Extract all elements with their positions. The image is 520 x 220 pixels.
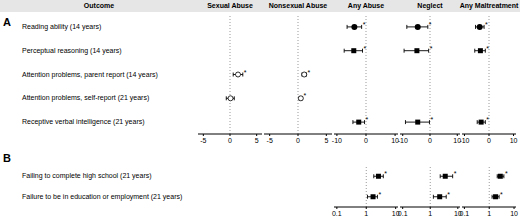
- html-text:Neglect: Neglect: [417, 2, 443, 9]
- svg-text:10: 10: [453, 210, 462, 217]
- svg-text:*: *: [244, 69, 247, 76]
- svg-text:0: 0: [228, 137, 232, 144]
- svg-text:0: 0: [364, 137, 368, 144]
- svg-text:*: *: [500, 191, 503, 198]
- svg-text:*: *: [430, 116, 433, 123]
- svg-text:-10: -10: [459, 137, 469, 144]
- html-text:Nonsexual Abuse: Nonsexual Abuse: [268, 2, 328, 9]
- svg-text:5: 5: [324, 137, 328, 144]
- html-text:A: A: [3, 16, 11, 28]
- svg-text:10: 10: [510, 210, 512, 217]
- svg-text:*: *: [429, 21, 432, 28]
- html-text:Failing to complete high schoo: Failing to complete high school (21 year…: [22, 172, 152, 180]
- svg-text:10: 10: [510, 137, 512, 144]
- svg-text:-10: -10: [332, 137, 342, 144]
- svg-text:*: *: [454, 170, 457, 177]
- svg-text:*: *: [364, 45, 367, 52]
- html-text:Failure to be in education or: Failure to be in education or employment…: [22, 192, 183, 200]
- svg-text:-5: -5: [267, 137, 273, 144]
- svg-text:*: *: [486, 116, 489, 123]
- html-text:Attention problems, parent rep: Attention problems, parent report (14 ye…: [22, 70, 158, 78]
- svg-text:0.1: 0.1: [332, 210, 342, 217]
- html-text:Any Maltreatment: Any Maltreatment: [459, 2, 519, 9]
- svg-text:0: 0: [428, 137, 432, 144]
- svg-text:10: 10: [453, 137, 462, 144]
- svg-text:0: 0: [296, 137, 300, 144]
- svg-text:10: 10: [391, 137, 399, 144]
- html-text:Any Abuse: Any Abuse: [347, 2, 385, 9]
- html-text:Attention problems, self-repor: Attention problems, self-report (21 year…: [22, 94, 150, 102]
- html-text:Sexual Abuse: Sexual Abuse: [207, 2, 253, 9]
- svg-text:0.1: 0.1: [460, 210, 470, 217]
- svg-text:*: *: [363, 21, 366, 28]
- svg-text:5: 5: [255, 137, 259, 144]
- svg-text:*: *: [430, 45, 433, 52]
- svg-text:*: *: [366, 116, 369, 123]
- svg-text:*: *: [384, 170, 387, 177]
- svg-text:1: 1: [487, 210, 491, 217]
- svg-text:*: *: [447, 191, 450, 198]
- svg-text:*: *: [485, 21, 488, 28]
- svg-text:*: *: [486, 45, 489, 52]
- svg-text:*: *: [378, 191, 381, 198]
- html-text:Outcome: Outcome: [83, 2, 115, 9]
- svg-text:-5: -5: [200, 137, 206, 144]
- svg-text:*: *: [505, 170, 508, 177]
- html-text:Reading ability (14 years): Reading ability (14 years): [22, 22, 102, 30]
- svg-text:1: 1: [428, 210, 432, 217]
- html-text:Perceptual reasoning (14 years: Perceptual reasoning (14 years): [22, 46, 122, 54]
- html-text:Receptive verbal intelligence: Receptive verbal intelligence (21 years): [22, 118, 145, 126]
- svg-text:0: 0: [487, 137, 491, 144]
- svg-text:-10: -10: [398, 137, 408, 144]
- svg-text:*: *: [304, 92, 307, 99]
- svg-text:10: 10: [391, 210, 400, 217]
- html-text:B: B: [3, 152, 11, 164]
- svg-text:0.1: 0.1: [398, 210, 408, 217]
- svg-text:*: *: [308, 69, 311, 76]
- svg-text:1: 1: [364, 210, 368, 217]
